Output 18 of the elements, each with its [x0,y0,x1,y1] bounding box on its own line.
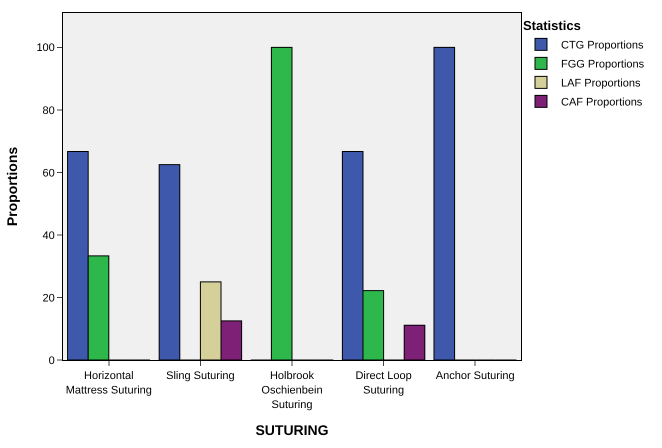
x-tick-label: Horizontal Mattress Suturing [66,370,152,396]
legend-label: FGG Proportions [561,58,645,71]
legend-label: CTG Proportions [561,40,644,52]
legend-label: LAF Proportions [561,78,641,90]
x-tick-label: Sling Suturing [166,370,235,382]
x-tick-label: Anchor Suturing [436,370,515,382]
y-tick-label: 40 [42,230,55,242]
y-tick-label: 60 [42,167,55,180]
x-axis-title: SUTURING [255,422,329,438]
y-tick-label: 80 [42,104,55,117]
y-tick-label: 0 [48,354,55,367]
legend-label: CAF Proportions [561,96,643,109]
y-tick-label: 100 [36,42,55,54]
y-tick-label: 20 [42,292,55,304]
x-tick-label: Holbrook Oschienbein Suturing [261,370,323,411]
legend-title: Statistics [523,18,581,33]
y-axis-title: Proportions [4,146,20,226]
x-tick-label: Direct Loop Suturing [355,370,412,396]
